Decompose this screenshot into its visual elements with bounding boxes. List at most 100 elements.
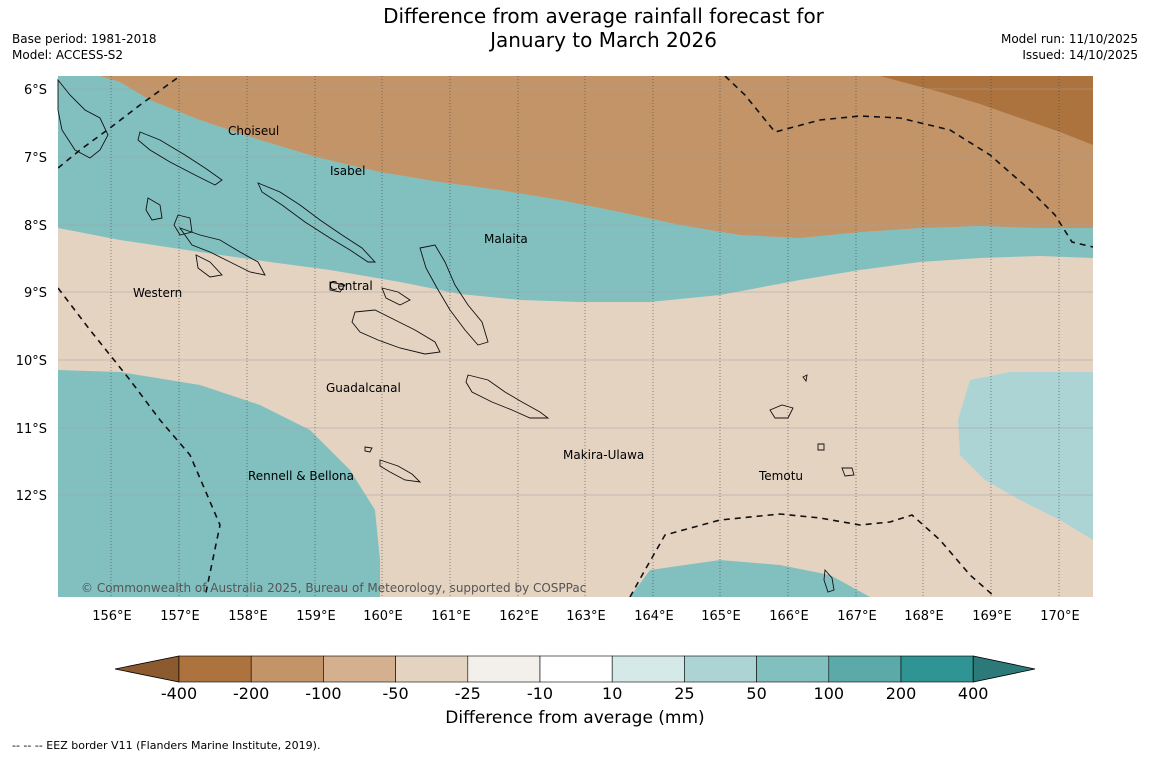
island-rendova [195,254,223,278]
colorbar-swatch [611,655,685,683]
band-dry-400 [880,76,1093,145]
lon-label: 158°E [228,609,268,624]
island-new-georgia [178,227,266,276]
meta-left: Base period: 1981-2018 Model: ACCESS-S2 [12,31,157,63]
colorbar-swatch [684,655,757,683]
lon-label: 160°E [363,609,403,624]
colorbar-tick-label: -10 [527,684,553,700]
colorbar-tick-label: -50 [383,684,409,700]
island-malaita [419,244,489,346]
island-rennell [379,459,422,483]
island-ranongga [145,197,163,221]
province-label-isabel: Isabel [330,164,365,178]
colorbar-swatch [395,655,469,683]
colorbar-swatch [323,655,396,683]
island-tikopia-anuta [823,568,835,593]
colorbar-swatch [178,655,252,683]
model-text: Model: ACCESS-S2 [12,48,124,62]
island-choiseul [137,131,223,186]
colorbar-tick-label: 100 [814,684,845,700]
island-utupua [817,443,825,451]
province-label-central: Central [329,279,373,293]
colorbar-swatch [250,655,324,683]
lon-label: 170°E [1040,609,1080,624]
island-vella-lavella [173,214,193,236]
band-wet-100-south [630,560,870,597]
lat-label: 12°S [16,489,47,504]
issued-text: Issued: 14/10/2025 [1022,48,1138,62]
colorbar-swatch [900,655,974,683]
lon-label: 157°E [160,609,200,624]
colorbar-tick-label: 25 [674,684,694,700]
lon-labels: 156°E 157°E 158°E 159°E 160°E 161°E 162°… [92,609,1080,624]
copyright-text: © Commonwealth of Australia 2025, Bureau… [81,581,586,595]
lat-label: 6°S [24,83,47,98]
island-vanikoro [841,467,855,477]
lon-label: 166°E [769,609,809,624]
lon-label: 169°E [972,609,1012,624]
colorbar-tick-label: 400 [958,684,989,700]
title-line-1: Difference from average rainfall forecas… [383,4,824,28]
lat-gridlines [58,88,1093,496]
province-label-guadalcanal: Guadalcanal [326,381,401,395]
band-wet-100-east [958,372,1093,540]
island-makira [465,374,550,419]
lat-label: 7°S [24,151,47,166]
lon-label: 163°E [566,609,606,624]
province-label-western: Western [133,286,182,300]
lat-label: 9°S [24,286,47,301]
province-label-makira-ulawa: Makira-Ulawa [563,448,644,462]
island-guadalcanal [351,309,441,355]
lat-label: 11°S [16,422,47,437]
island-outlines [57,78,855,593]
colorbar-swatch [539,655,613,683]
colorbar: -400 -200 -100 -50 -25 -10 10 25 50 100 200 400 [114,655,1036,700]
colorbar-swatch [467,655,541,683]
lon-label: 156°E [92,609,132,624]
colorbar-tick-label: 200 [886,684,917,700]
lon-label: 162°E [499,609,539,624]
eez-border-note: -- -- -- EEZ border V11 (Flanders Marine… [12,739,321,752]
forecast-map: 6°S 7°S 8°S 9°S 10°S 11°S 12°S 156°E 157… [16,76,1093,624]
island-santa-cruz [769,404,794,419]
base-period-text: Base period: 1981-2018 [12,32,157,46]
colorbar-extend-low [114,655,180,683]
province-label-choiseul: Choiseul [228,124,279,138]
colorbar-swatch [828,655,902,683]
colorbar-tick-label: 50 [746,684,766,700]
lon-label: 168°E [904,609,944,624]
lon-label: 167°E [837,609,877,624]
colorbar-ticks: -400 -200 -100 -50 -25 -10 10 25 50 100 200 400 [161,684,989,700]
eez-border [58,76,1093,597]
colorbar-tick-label: -100 [305,684,341,700]
province-labels: Choiseul Isabel Malaita Western Central … [133,124,803,483]
colorbar-label: Difference from average (mm) [445,708,705,728]
colorbar-swatches [114,655,1036,683]
island-florida [381,287,411,306]
lon-label: 165°E [701,609,741,624]
island-russell [329,281,346,293]
island-shortlands [57,78,109,159]
meta-right: Model run: 11/10/2025 Issued: 14/10/2025 [1001,31,1138,63]
lon-label: 159°E [296,609,336,624]
island-isabel [257,182,377,263]
title-line-2: January to March 2026 [490,28,717,52]
island-reef [802,374,808,383]
band-wet-200 [58,370,380,597]
lon-label: 161°E [431,609,471,624]
province-label-temotu: Temotu [758,469,803,483]
colorbar-tick-label: -200 [233,684,269,700]
lat-label: 8°S [24,219,47,234]
colorbar-tick-label: -25 [455,684,481,700]
province-label-malaita: Malaita [484,232,528,246]
island-bellona [364,446,373,453]
lat-labels: 6°S 7°S 8°S 9°S 10°S 11°S 12°S [16,83,47,504]
model-run-text: Model run: 11/10/2025 [1000,32,1138,46]
colorbar-swatch [756,655,830,683]
colorbar-tick-label: 10 [602,684,622,700]
map-title: Difference from average rainfall forecas… [0,4,1150,52]
lon-label: 164°E [634,609,674,624]
province-label-rennell-bellona: Rennell & Bellona [248,469,354,483]
lat-label: 10°S [16,354,47,369]
colorbar-extend-high [972,655,1036,683]
